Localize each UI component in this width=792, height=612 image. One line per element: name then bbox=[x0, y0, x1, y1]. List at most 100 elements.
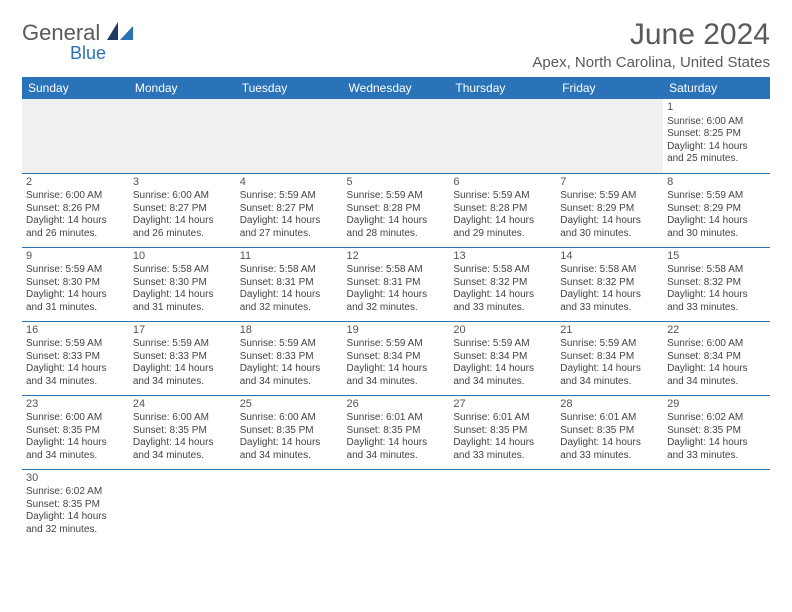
sunset-line: Sunset: 8:26 PM bbox=[26, 203, 125, 216]
logo-secondary: Blue bbox=[70, 43, 133, 64]
sunrise-line: Sunrise: 6:00 AM bbox=[26, 190, 125, 203]
sunrise-line: Sunrise: 6:01 AM bbox=[560, 412, 659, 425]
day-number: 18 bbox=[240, 324, 339, 338]
location: Apex, North Carolina, United States bbox=[532, 54, 770, 71]
daylight-line: Daylight: 14 hours and 34 minutes. bbox=[26, 363, 125, 388]
day-cell-16: 16Sunrise: 5:59 AMSunset: 8:33 PMDayligh… bbox=[22, 321, 129, 395]
calendar: SundayMondayTuesdayWednesdayThursdayFrid… bbox=[22, 77, 770, 543]
sunrise-line: Sunrise: 5:58 AM bbox=[560, 264, 659, 277]
day-cell-18: 18Sunrise: 5:59 AMSunset: 8:33 PMDayligh… bbox=[236, 321, 343, 395]
sunrise-line: Sunrise: 5:59 AM bbox=[133, 338, 232, 351]
sunrise-line: Sunrise: 6:00 AM bbox=[667, 116, 766, 129]
sunrise-line: Sunrise: 5:59 AM bbox=[453, 190, 552, 203]
sunset-line: Sunset: 8:31 PM bbox=[240, 277, 339, 290]
daylight-line: Daylight: 14 hours and 34 minutes. bbox=[453, 363, 552, 388]
day-number: 21 bbox=[560, 324, 659, 338]
day-number: 23 bbox=[26, 398, 125, 412]
title-block: June 2024 Apex, North Carolina, United S… bbox=[532, 18, 770, 71]
empty-cell bbox=[449, 99, 556, 173]
sunset-line: Sunset: 8:31 PM bbox=[347, 277, 446, 290]
day-cell-27: 27Sunrise: 6:01 AMSunset: 8:35 PMDayligh… bbox=[449, 395, 556, 469]
sunrise-line: Sunrise: 5:59 AM bbox=[347, 190, 446, 203]
sunrise-line: Sunrise: 5:59 AM bbox=[560, 338, 659, 351]
daylight-line: Daylight: 14 hours and 33 minutes. bbox=[667, 437, 766, 462]
day-cell-28: 28Sunrise: 6:01 AMSunset: 8:35 PMDayligh… bbox=[556, 395, 663, 469]
day-number: 27 bbox=[453, 398, 552, 412]
day-number: 12 bbox=[347, 250, 446, 264]
daylight-line: Daylight: 14 hours and 33 minutes. bbox=[453, 289, 552, 314]
sunset-line: Sunset: 8:29 PM bbox=[560, 203, 659, 216]
daylight-line: Daylight: 14 hours and 33 minutes. bbox=[453, 437, 552, 462]
day-number: 10 bbox=[133, 250, 232, 264]
sunset-line: Sunset: 8:35 PM bbox=[667, 425, 766, 438]
sunset-line: Sunset: 8:33 PM bbox=[133, 351, 232, 364]
sunset-line: Sunset: 8:34 PM bbox=[667, 351, 766, 364]
day-number: 17 bbox=[133, 324, 232, 338]
sunset-line: Sunset: 8:34 PM bbox=[560, 351, 659, 364]
sunset-line: Sunset: 8:28 PM bbox=[347, 203, 446, 216]
empty-cell bbox=[343, 99, 450, 173]
sunset-line: Sunset: 8:35 PM bbox=[240, 425, 339, 438]
sunrise-line: Sunrise: 6:02 AM bbox=[667, 412, 766, 425]
day-cell-30: 30Sunrise: 6:02 AMSunset: 8:35 PMDayligh… bbox=[22, 469, 129, 543]
sunrise-line: Sunrise: 6:01 AM bbox=[347, 412, 446, 425]
day-number: 4 bbox=[240, 176, 339, 190]
day-cell-22: 22Sunrise: 6:00 AMSunset: 8:34 PMDayligh… bbox=[663, 321, 770, 395]
day-number: 3 bbox=[133, 176, 232, 190]
sunrise-line: Sunrise: 5:59 AM bbox=[240, 338, 339, 351]
dayname-tuesday: Tuesday bbox=[236, 77, 343, 99]
day-cell-2: 2Sunrise: 6:00 AMSunset: 8:26 PMDaylight… bbox=[22, 173, 129, 247]
sunrise-line: Sunrise: 5:58 AM bbox=[133, 264, 232, 277]
day-cell-4: 4Sunrise: 5:59 AMSunset: 8:27 PMDaylight… bbox=[236, 173, 343, 247]
empty-cell bbox=[22, 99, 129, 173]
calendar-body: 1Sunrise: 6:00 AMSunset: 8:25 PMDaylight… bbox=[22, 99, 770, 543]
calendar-row: 9Sunrise: 5:59 AMSunset: 8:30 PMDaylight… bbox=[22, 247, 770, 321]
day-cell-6: 6Sunrise: 5:59 AMSunset: 8:28 PMDaylight… bbox=[449, 173, 556, 247]
day-number: 15 bbox=[667, 250, 766, 264]
sunset-line: Sunset: 8:35 PM bbox=[560, 425, 659, 438]
calendar-row: 16Sunrise: 5:59 AMSunset: 8:33 PMDayligh… bbox=[22, 321, 770, 395]
day-number: 25 bbox=[240, 398, 339, 412]
daylight-line: Daylight: 14 hours and 30 minutes. bbox=[560, 215, 659, 240]
day-number: 11 bbox=[240, 250, 339, 264]
daylight-line: Daylight: 14 hours and 31 minutes. bbox=[26, 289, 125, 314]
day-number: 13 bbox=[453, 250, 552, 264]
calendar-row: 2Sunrise: 6:00 AMSunset: 8:26 PMDaylight… bbox=[22, 173, 770, 247]
day-cell-11: 11Sunrise: 5:58 AMSunset: 8:31 PMDayligh… bbox=[236, 247, 343, 321]
daylight-line: Daylight: 14 hours and 25 minutes. bbox=[667, 141, 766, 166]
sunrise-line: Sunrise: 5:59 AM bbox=[26, 338, 125, 351]
sunrise-line: Sunrise: 5:59 AM bbox=[347, 338, 446, 351]
daylight-line: Daylight: 14 hours and 34 minutes. bbox=[667, 363, 766, 388]
calendar-header: SundayMondayTuesdayWednesdayThursdayFrid… bbox=[22, 77, 770, 99]
sunrise-line: Sunrise: 6:00 AM bbox=[667, 338, 766, 351]
day-number: 7 bbox=[560, 176, 659, 190]
day-number: 26 bbox=[347, 398, 446, 412]
day-number: 16 bbox=[26, 324, 125, 338]
sunset-line: Sunset: 8:35 PM bbox=[347, 425, 446, 438]
sunset-line: Sunset: 8:29 PM bbox=[667, 203, 766, 216]
sunset-line: Sunset: 8:35 PM bbox=[26, 425, 125, 438]
day-number: 9 bbox=[26, 250, 125, 264]
sunset-line: Sunset: 8:34 PM bbox=[453, 351, 552, 364]
empty-cell bbox=[129, 99, 236, 173]
day-cell-23: 23Sunrise: 6:00 AMSunset: 8:35 PMDayligh… bbox=[22, 395, 129, 469]
day-number: 8 bbox=[667, 176, 766, 190]
day-number: 22 bbox=[667, 324, 766, 338]
daylight-line: Daylight: 14 hours and 29 minutes. bbox=[453, 215, 552, 240]
daylight-line: Daylight: 14 hours and 31 minutes. bbox=[133, 289, 232, 314]
daylight-line: Daylight: 14 hours and 32 minutes. bbox=[26, 511, 125, 536]
day-cell-10: 10Sunrise: 5:58 AMSunset: 8:30 PMDayligh… bbox=[129, 247, 236, 321]
sunrise-line: Sunrise: 5:58 AM bbox=[667, 264, 766, 277]
sunset-line: Sunset: 8:33 PM bbox=[240, 351, 339, 364]
day-cell-9: 9Sunrise: 5:59 AMSunset: 8:30 PMDaylight… bbox=[22, 247, 129, 321]
day-number: 28 bbox=[560, 398, 659, 412]
day-cell-17: 17Sunrise: 5:59 AMSunset: 8:33 PMDayligh… bbox=[129, 321, 236, 395]
empty-cell bbox=[449, 469, 556, 543]
sunset-line: Sunset: 8:30 PM bbox=[133, 277, 232, 290]
sunrise-line: Sunrise: 6:00 AM bbox=[133, 412, 232, 425]
sunset-line: Sunset: 8:35 PM bbox=[453, 425, 552, 438]
day-cell-8: 8Sunrise: 5:59 AMSunset: 8:29 PMDaylight… bbox=[663, 173, 770, 247]
daylight-line: Daylight: 14 hours and 33 minutes. bbox=[560, 437, 659, 462]
sunset-line: Sunset: 8:27 PM bbox=[133, 203, 232, 216]
day-number: 1 bbox=[667, 101, 766, 115]
